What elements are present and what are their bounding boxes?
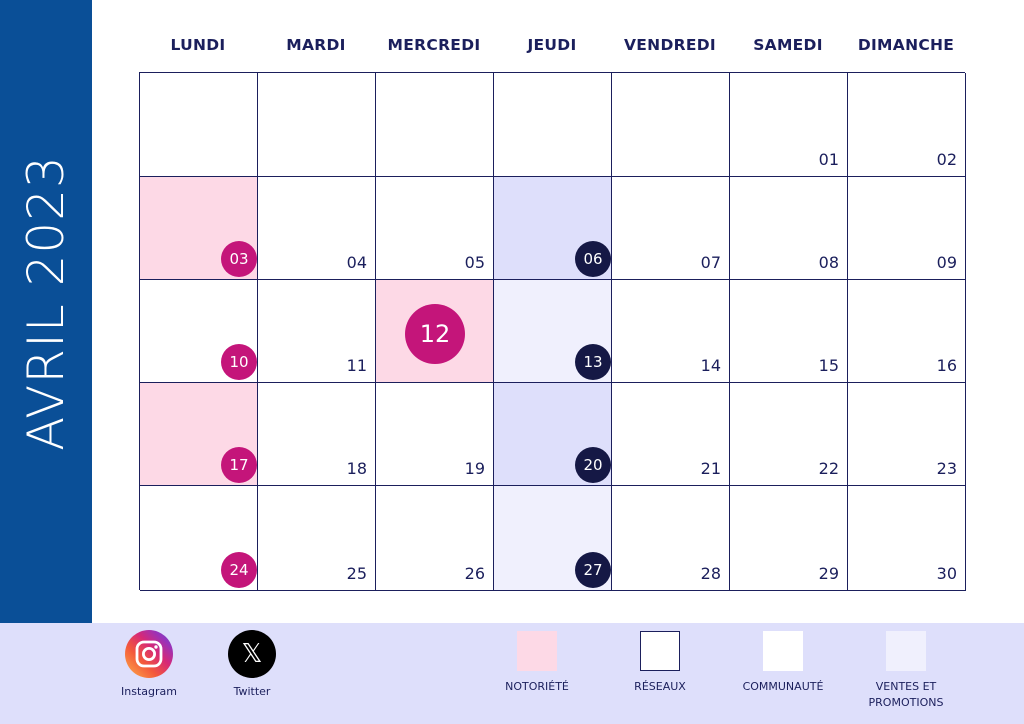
legend-swatch — [640, 631, 680, 671]
day-cell[interactable]: 24 — [140, 486, 258, 591]
day-number: 26 — [464, 564, 485, 583]
legend-item-notoriete: NOTORIÉTÉ — [482, 631, 592, 695]
day-number: 07 — [700, 253, 721, 272]
day-number: 05 — [464, 253, 485, 272]
legend-footer: Instagram 𝕏 Twitter NOTORIÉTÉ RÉSEAUX CO… — [0, 623, 1024, 724]
social-label: Instagram — [121, 685, 177, 698]
day-number: 21 — [700, 459, 721, 478]
day-cell[interactable] — [612, 73, 730, 177]
legend-swatch — [886, 631, 926, 671]
day-number: 11 — [346, 356, 367, 375]
day-cell[interactable]: 13 — [494, 280, 612, 383]
day-badge: 03 — [221, 241, 257, 277]
day-badge: 20 — [575, 447, 611, 483]
day-cell[interactable]: 25 — [258, 486, 376, 591]
calendar-grid: 01 02 03 04 05 06 07 08 09 10 11 12 13 1… — [139, 72, 966, 591]
month-title: AVRIL 2023 — [17, 155, 75, 451]
day-number: 09 — [936, 253, 957, 272]
weekday-label: JEUDI — [527, 36, 577, 54]
day-number: 15 — [818, 356, 839, 375]
social-twitter[interactable]: 𝕏 Twitter — [212, 630, 292, 698]
day-cell[interactable]: 05 — [376, 177, 494, 280]
day-cell[interactable]: 18 — [258, 383, 376, 486]
weekday-label: LUNDI — [170, 36, 226, 54]
day-number: 23 — [936, 459, 957, 478]
day-number: 04 — [346, 253, 367, 272]
sidebar: AVRIL 2023 — [0, 0, 92, 623]
weekday-label: MERCREDI — [387, 36, 481, 54]
legend-label: RÉSEAUX — [634, 680, 686, 693]
day-cell[interactable]: 29 — [730, 486, 848, 591]
day-cell[interactable]: 07 — [612, 177, 730, 280]
day-number: 16 — [936, 356, 957, 375]
day-cell[interactable]: 26 — [376, 486, 494, 591]
legend-label: NOTORIÉTÉ — [505, 680, 569, 693]
legend-item-communaute: COMMUNAUTÉ — [728, 631, 838, 695]
day-cell[interactable]: 28 — [612, 486, 730, 591]
legend-label: VENTES ET PROMOTIONS — [868, 680, 944, 709]
legend-label: COMMUNAUTÉ — [742, 680, 824, 693]
social-label: Twitter — [233, 685, 271, 698]
day-cell[interactable]: 21 — [612, 383, 730, 486]
day-number: 28 — [700, 564, 721, 583]
weekday-header: LUNDI MARDI MERCREDI JEUDI VENDREDI SAME… — [139, 36, 965, 64]
day-number: 22 — [818, 459, 839, 478]
day-cell[interactable]: 04 — [258, 177, 376, 280]
day-cell[interactable]: 09 — [848, 177, 966, 280]
day-cell[interactable]: 06 — [494, 177, 612, 280]
day-cell[interactable]: 02 — [848, 73, 966, 177]
day-cell[interactable]: 30 — [848, 486, 966, 591]
day-badge: 17 — [221, 447, 257, 483]
day-badge: 06 — [575, 241, 611, 277]
day-cell[interactable]: 08 — [730, 177, 848, 280]
day-cell[interactable]: 17 — [140, 383, 258, 486]
legend-item-ventes: VENTES ET PROMOTIONS — [851, 631, 961, 711]
legend-item-reseaux: RÉSEAUX — [605, 631, 715, 695]
day-badge: 27 — [575, 552, 611, 588]
weekday-label: SAMEDI — [753, 36, 823, 54]
day-cell[interactable]: 19 — [376, 383, 494, 486]
day-cell[interactable] — [376, 73, 494, 177]
x-twitter-icon: 𝕏 — [228, 630, 276, 678]
day-cell[interactable]: 12 — [376, 280, 494, 383]
day-cell[interactable]: 11 — [258, 280, 376, 383]
legend-swatch — [517, 631, 557, 671]
day-cell[interactable]: 20 — [494, 383, 612, 486]
day-cell[interactable]: 03 — [140, 177, 258, 280]
day-number: 18 — [346, 459, 367, 478]
day-cell[interactable]: 14 — [612, 280, 730, 383]
day-number: 30 — [936, 564, 957, 583]
day-number: 01 — [818, 150, 839, 169]
day-number: 25 — [346, 564, 367, 583]
weekday-label: MARDI — [286, 36, 346, 54]
day-cell[interactable] — [258, 73, 376, 177]
day-number: 19 — [464, 459, 485, 478]
day-cell[interactable]: 27 — [494, 486, 612, 591]
day-cell[interactable]: 23 — [848, 383, 966, 486]
day-number: 29 — [818, 564, 839, 583]
instagram-icon — [125, 630, 173, 678]
day-cell[interactable]: 10 — [140, 280, 258, 383]
day-badge: 10 — [221, 344, 257, 380]
weekday-label: DIMANCHE — [857, 36, 955, 54]
day-cell[interactable] — [494, 73, 612, 177]
day-badge: 12 — [405, 304, 465, 364]
day-number: 14 — [700, 356, 721, 375]
day-number: 02 — [936, 150, 957, 169]
day-cell[interactable]: 22 — [730, 383, 848, 486]
day-cell[interactable]: 16 — [848, 280, 966, 383]
legend-swatch — [763, 631, 803, 671]
day-number: 08 — [818, 253, 839, 272]
day-cell[interactable] — [140, 73, 258, 177]
day-cell[interactable]: 15 — [730, 280, 848, 383]
day-badge: 24 — [221, 552, 257, 588]
weekday-label: VENDREDI — [624, 36, 716, 54]
social-instagram[interactable]: Instagram — [109, 630, 189, 698]
day-badge: 13 — [575, 344, 611, 380]
day-cell[interactable]: 01 — [730, 73, 848, 177]
